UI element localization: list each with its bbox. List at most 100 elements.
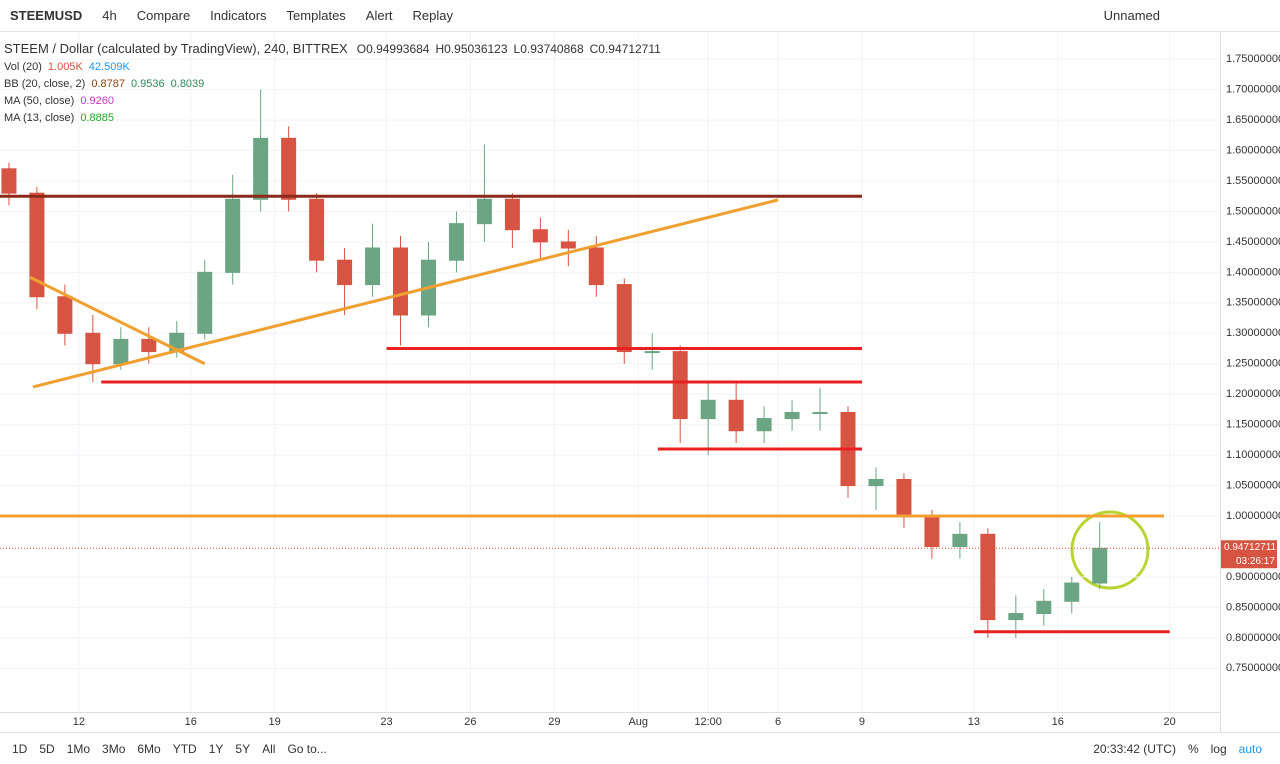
candle-body xyxy=(1092,547,1108,584)
candle-body xyxy=(588,247,604,286)
candle-body xyxy=(1036,600,1052,614)
candle-body xyxy=(896,478,912,517)
candle-body xyxy=(476,198,492,225)
indicator-value: 0.8039 xyxy=(170,78,205,90)
candle-body xyxy=(644,351,660,354)
candle-body xyxy=(980,533,996,621)
x-tick-label: 19 xyxy=(269,716,281,728)
y-tick-label: 1.55000000 xyxy=(1226,175,1280,187)
indicator-value: 0.8885 xyxy=(80,112,114,124)
option[interactable]: % xyxy=(1187,741,1199,756)
range-button[interactable]: 1D xyxy=(12,741,28,756)
y-tick-label: 1.45000000 xyxy=(1226,236,1280,248)
x-tick-label: 23 xyxy=(380,716,392,728)
footer: 1D 5D 1Mo 3Mo 6Mo YTD 1Y 5Y All Go to... 20:33:4… xyxy=(0,732,1280,764)
y-tick-label: 1.20000000 xyxy=(1226,388,1280,400)
x-tick-label: 12 xyxy=(73,716,85,728)
y-tick-label: 1.70000000 xyxy=(1226,84,1280,96)
indicator-value: 0.9260 xyxy=(80,95,114,107)
range-button[interactable]: 5D xyxy=(39,741,55,756)
candle-body xyxy=(784,411,800,420)
candle-body xyxy=(560,241,576,249)
symbol[interactable]: STEEMUSD xyxy=(10,8,83,23)
last-price-label: 0.94712711 xyxy=(1224,542,1277,553)
range-button[interactable]: 3Mo xyxy=(102,741,126,756)
candle-body xyxy=(672,351,688,420)
candle-body xyxy=(337,259,353,286)
x-tick-label: 6 xyxy=(775,716,781,728)
range-button[interactable]: YTD xyxy=(172,741,197,756)
candle-body xyxy=(309,198,325,261)
y-tick-label: 0.90000000 xyxy=(1226,571,1280,583)
axis-border xyxy=(1220,32,1221,732)
x-tick-label: 29 xyxy=(548,716,560,728)
candle-body xyxy=(952,533,968,547)
candle-body xyxy=(756,418,772,432)
range-button[interactable]: 6Mo xyxy=(137,741,161,756)
candle-body xyxy=(504,198,520,231)
indicator: MA (13, close) 0.8885 xyxy=(4,110,661,127)
candle-body xyxy=(728,399,744,432)
y-tick-label: 1.15000000 xyxy=(1226,419,1280,431)
layout-name[interactable]: Unnamed xyxy=(1103,8,1160,23)
indicator-name: MA (13, close) xyxy=(4,112,75,124)
toolbar-button[interactable]: Templates xyxy=(286,8,346,23)
option[interactable]: auto xyxy=(1238,741,1262,756)
y-tick-label: 1.35000000 xyxy=(1226,297,1280,309)
candle-body xyxy=(29,192,45,298)
toolbar: STEEMUSD 4h Compare Indicators Templates Al… xyxy=(0,0,1280,32)
toolbar-button[interactable]: Replay xyxy=(412,8,453,23)
range-button[interactable]: 1Mo xyxy=(66,741,91,756)
candle-body xyxy=(281,137,297,200)
ohlc-value: C0.94712711 xyxy=(589,42,661,56)
annotation-circle xyxy=(1070,510,1150,590)
ohlc-value: O0.94993684 xyxy=(356,42,430,56)
candle-body xyxy=(812,411,828,414)
y-tick-label: 1.05000000 xyxy=(1226,479,1280,491)
candle-body xyxy=(85,332,101,365)
y-tick-label: 1.25000000 xyxy=(1226,358,1280,370)
options: % log auto xyxy=(1182,742,1280,756)
option[interactable]: log xyxy=(1210,741,1227,756)
trend-line xyxy=(32,198,779,389)
y-tick-label: 0.85000000 xyxy=(1226,601,1280,613)
x-tick-label: 9 xyxy=(859,716,865,728)
range-button[interactable]: All xyxy=(262,741,276,756)
toolbar-button[interactable]: Compare xyxy=(136,8,191,23)
indicator-name: Vol (20) xyxy=(4,61,42,73)
y-tick-label: 1.50000000 xyxy=(1226,205,1280,217)
candle-body xyxy=(532,229,548,243)
y-tick-label: 0.80000000 xyxy=(1226,632,1280,644)
y-tick-label: 1.10000000 xyxy=(1226,449,1280,461)
candle-body xyxy=(197,271,213,334)
indicator-value: 1.005K xyxy=(47,61,83,73)
x-tick-label: 16 xyxy=(1052,716,1064,728)
x-tick-label: 16 xyxy=(185,716,197,728)
ohlc: O0.94993684 H0.95036123 L0.93740868 C0.9471… xyxy=(351,42,661,56)
candle-body xyxy=(253,137,269,200)
range-button[interactable]: 5Y xyxy=(235,741,251,756)
x-tick-label: 12:00 xyxy=(694,716,722,728)
candle-body xyxy=(57,296,73,334)
toolbar-buttons: Compare Indicators Templates Alert Replay xyxy=(127,8,463,23)
candle-body xyxy=(448,223,464,261)
y-tick-label: 0.75000000 xyxy=(1226,662,1280,674)
trend-line xyxy=(29,275,206,366)
candle-body xyxy=(1,168,17,194)
candle-body xyxy=(616,284,632,353)
indicator-value: 0.8787 xyxy=(91,78,125,90)
goto[interactable]: Go to... xyxy=(287,741,327,756)
candle-body xyxy=(225,198,241,273)
x-tick-label: 26 xyxy=(464,716,476,728)
toolbar-button[interactable]: Indicators xyxy=(210,8,267,23)
indicator: Vol (20) 1.005K 42.509K xyxy=(4,59,661,76)
candle-body xyxy=(1064,582,1080,602)
range-button[interactable]: 1Y xyxy=(208,741,224,756)
countdown: 03:26:17 xyxy=(1236,556,1275,567)
interval[interactable]: 4h xyxy=(102,8,117,23)
indicator-value: 0.9536 xyxy=(130,78,165,90)
toolbar-button[interactable]: Alert xyxy=(365,8,393,23)
indicator-name: BB (20, close, 2) xyxy=(4,78,86,90)
candle-body xyxy=(868,478,884,487)
